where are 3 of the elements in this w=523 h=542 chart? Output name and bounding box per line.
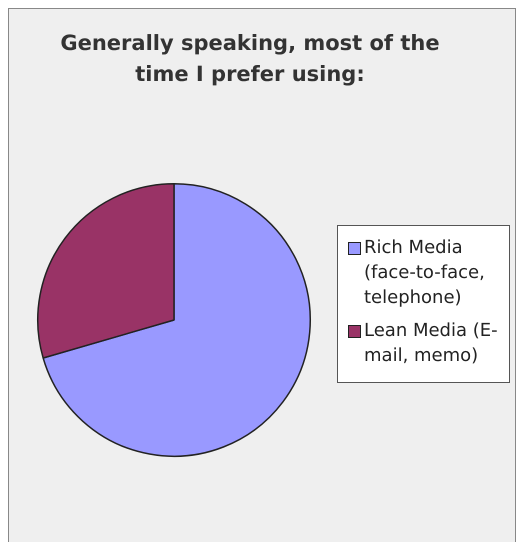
chart-title: Generally speaking, most of the time I prefer using: (59, 30, 441, 88)
legend-label: Rich Media (face-to-face, telephone) (364, 236, 486, 310)
legend-label: Lean Media (E-mail, memo) (364, 319, 499, 368)
